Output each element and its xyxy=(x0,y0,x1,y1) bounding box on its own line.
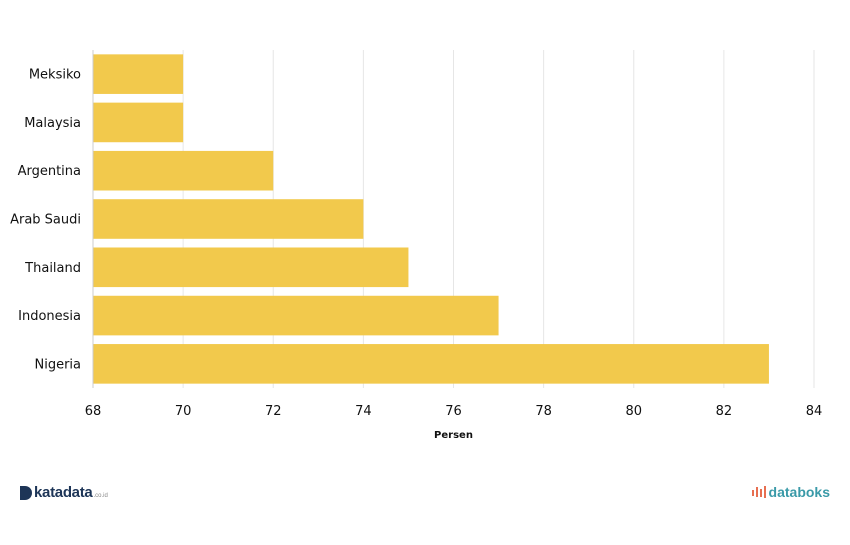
bar xyxy=(93,199,364,239)
category-label: Arab Saudi xyxy=(10,213,81,228)
bar xyxy=(93,247,409,288)
bar xyxy=(93,102,184,143)
databoks-wordmark: databoks xyxy=(768,484,830,500)
x-axis-title: Persen xyxy=(434,430,473,441)
x-tick-label: 76 xyxy=(445,404,462,419)
x-tick-label: 80 xyxy=(625,404,642,419)
katadata-logo: katadata .co.id xyxy=(20,484,108,501)
category-label: Indonesia xyxy=(18,309,81,324)
bar xyxy=(93,295,499,336)
x-tick-label: 68 xyxy=(85,404,102,419)
category-label: Meksiko xyxy=(29,68,81,83)
x-tick-label: 74 xyxy=(355,404,372,419)
katadata-d-icon xyxy=(20,485,32,500)
databoks-logo: databoks xyxy=(751,484,830,500)
x-tick-label: 82 xyxy=(716,404,733,419)
x-tick-label: 78 xyxy=(535,404,552,419)
category-label: Thailand xyxy=(24,261,81,276)
katadata-wordmark: katadata xyxy=(34,484,93,501)
category-labels: Meksiko Malaysia Argentina Arab Saudi Thaila… xyxy=(10,68,81,373)
bar xyxy=(93,344,769,384)
x-tick-label: 70 xyxy=(175,404,192,419)
bar xyxy=(93,150,274,191)
bars xyxy=(93,54,769,384)
katadata-domain: .co.id xyxy=(93,493,108,499)
x-tick-labels: 68 70 72 74 76 78 80 82 84 xyxy=(85,404,823,419)
category-label: Argentina xyxy=(18,164,81,179)
category-label: Malaysia xyxy=(24,116,81,131)
bar xyxy=(93,54,184,94)
category-label: Nigeria xyxy=(34,357,81,372)
x-tick-label: 84 xyxy=(806,404,823,419)
x-tick-label: 72 xyxy=(265,404,282,419)
databoks-bars-icon xyxy=(751,486,766,498)
